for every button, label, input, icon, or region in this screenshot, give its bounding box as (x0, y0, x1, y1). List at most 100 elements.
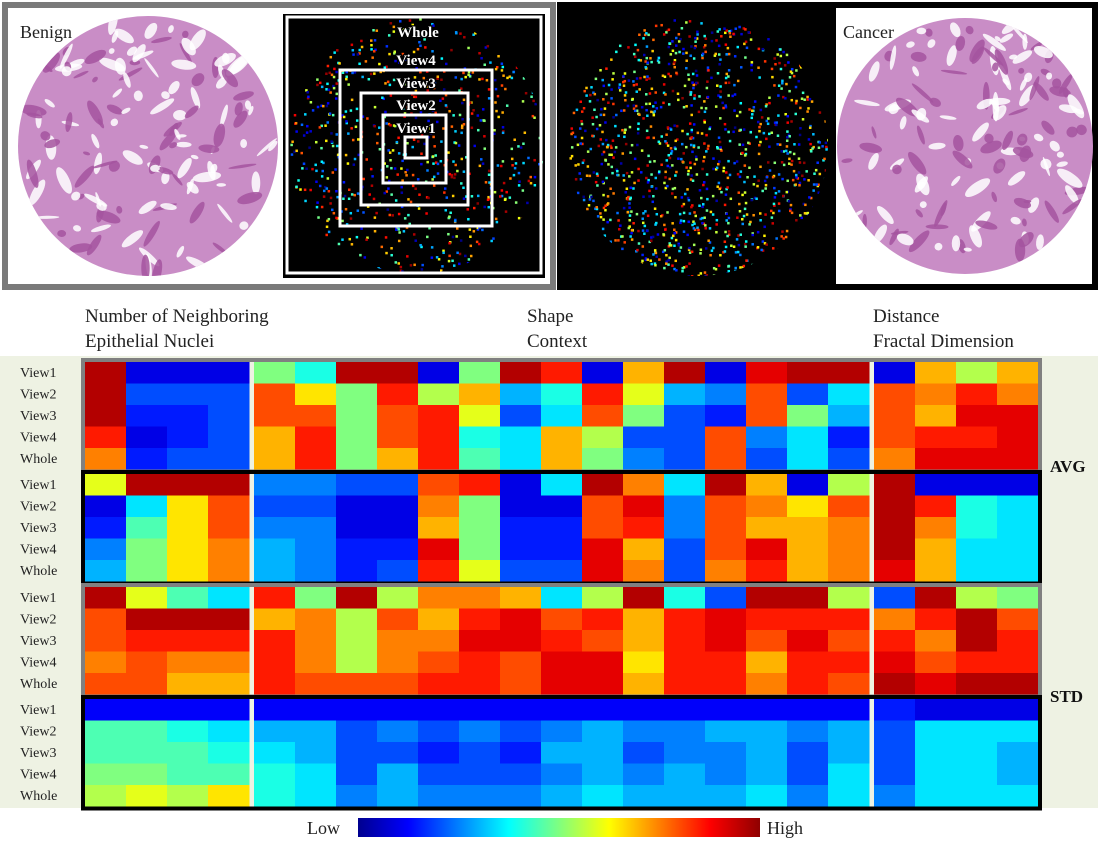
nucleus-dot (595, 206, 598, 209)
nucleus-dot (724, 231, 727, 234)
nucleus-dot (681, 270, 684, 273)
nucleus-dot (664, 228, 667, 231)
nucleus-dot (781, 150, 784, 153)
heatmap-cell (167, 427, 209, 449)
heatmap-cell (459, 448, 501, 470)
nucleus-dot (596, 184, 599, 187)
heatmap-cell (126, 474, 168, 496)
nucleus-dot (604, 107, 607, 110)
row-label: View4 (20, 656, 56, 671)
heatmap-cell (997, 742, 1039, 764)
nucleus-dot (673, 245, 676, 248)
nucleus-dot (365, 158, 368, 161)
nucleus-dot (799, 161, 802, 164)
nucleus-dot (704, 111, 707, 114)
nucleus-dot (693, 144, 696, 147)
nucleus-dot (393, 79, 396, 82)
nucleus-dot (434, 154, 437, 157)
nucleus-dot (759, 166, 762, 169)
nucleus-dot (574, 164, 577, 167)
nucleus-dot (768, 102, 771, 105)
nucleus-dot (571, 155, 574, 158)
nucleus-dot (625, 91, 628, 94)
nucleus-dot (780, 68, 783, 71)
nucleus-dot (685, 105, 688, 108)
nucleus-dot (631, 144, 634, 147)
nucleus-dot (455, 76, 458, 79)
nucleus-dot (610, 97, 613, 100)
nucleus-dot (513, 139, 516, 142)
nucleus-dot (376, 29, 379, 32)
nucleus-dot (390, 247, 393, 250)
heatmap-cell (336, 609, 378, 631)
nucleus-dot (583, 107, 586, 110)
nucleus-dot (534, 184, 537, 187)
nucleus-dot (612, 192, 615, 195)
nucleus-dot (776, 53, 779, 56)
heatmap-cell (254, 384, 296, 406)
heatmap-cell (336, 785, 378, 807)
tissue-images: Benign Cancer Whole View4 View3 View2 Vi… (5, 5, 1095, 288)
nucleus-dot (653, 160, 656, 163)
nucleus-dot (601, 163, 604, 166)
heatmap-cell (956, 785, 998, 807)
nucleus-dot (586, 174, 589, 177)
nucleus-dot (819, 141, 822, 144)
nucleus-dot (394, 167, 397, 170)
nucleus-dot (456, 170, 459, 173)
row-label: View4 (20, 543, 56, 558)
nucleus-dot (431, 178, 434, 181)
nucleus-dot (327, 177, 330, 180)
nucleus-dot (641, 149, 644, 152)
nucleus-dot (658, 141, 661, 144)
nucleus-dot (442, 97, 445, 100)
nucleus-dot (719, 58, 722, 61)
nucleus-dot (691, 81, 694, 84)
heatmap-cell (874, 517, 916, 539)
heatmap-cell (377, 384, 419, 406)
heatmap-cell (208, 384, 250, 406)
nucleus-dot (701, 57, 704, 60)
nucleus-dot (306, 125, 309, 128)
nucleus-dot (387, 208, 390, 211)
nucleus-dot (350, 109, 353, 112)
nucleus-dot (327, 102, 330, 105)
row-label: View3 (20, 409, 56, 424)
nucleus-dot (631, 229, 634, 232)
nucleus-dot (433, 145, 436, 148)
heatmap-cell (377, 496, 419, 518)
nucleus-dot (825, 146, 828, 149)
nucleus-dot (686, 188, 689, 191)
heatmap-cell (874, 764, 916, 786)
nucleus-dot (603, 85, 606, 88)
heatmap-cell (582, 496, 624, 518)
nucleus-dot (687, 173, 690, 176)
nucleus-dot (607, 101, 610, 104)
nucleus-dot (663, 83, 666, 86)
heatmap-cell (746, 405, 788, 427)
nucleus-dot (652, 253, 655, 256)
nucleus-dot (462, 72, 465, 75)
nucleus-dot (736, 216, 739, 219)
nucleus-dot (312, 109, 315, 112)
nucleus-dot (667, 126, 670, 129)
nucleus-dot (675, 72, 678, 75)
nucleus-dot (715, 223, 718, 226)
nucleus-dot (495, 88, 498, 91)
heatmap-cell (705, 609, 747, 631)
nucleus-dot (725, 82, 728, 85)
nucleus-dot (335, 97, 338, 100)
nucleus-dot (787, 115, 790, 118)
nucleus-dot (725, 219, 728, 222)
nucleus-dot (654, 264, 657, 267)
nucleus-dot (750, 64, 753, 66)
nucleus-dot (806, 110, 809, 113)
nucleus-dot (644, 66, 647, 69)
nucleus-dot (387, 187, 390, 190)
nucleus-dot (675, 171, 678, 174)
heatmap-cell (85, 517, 127, 539)
heatmap-cell (459, 560, 501, 582)
heatmap-cell (418, 560, 460, 582)
heatmap-cell (459, 673, 501, 695)
heatmap-cell (418, 609, 460, 631)
